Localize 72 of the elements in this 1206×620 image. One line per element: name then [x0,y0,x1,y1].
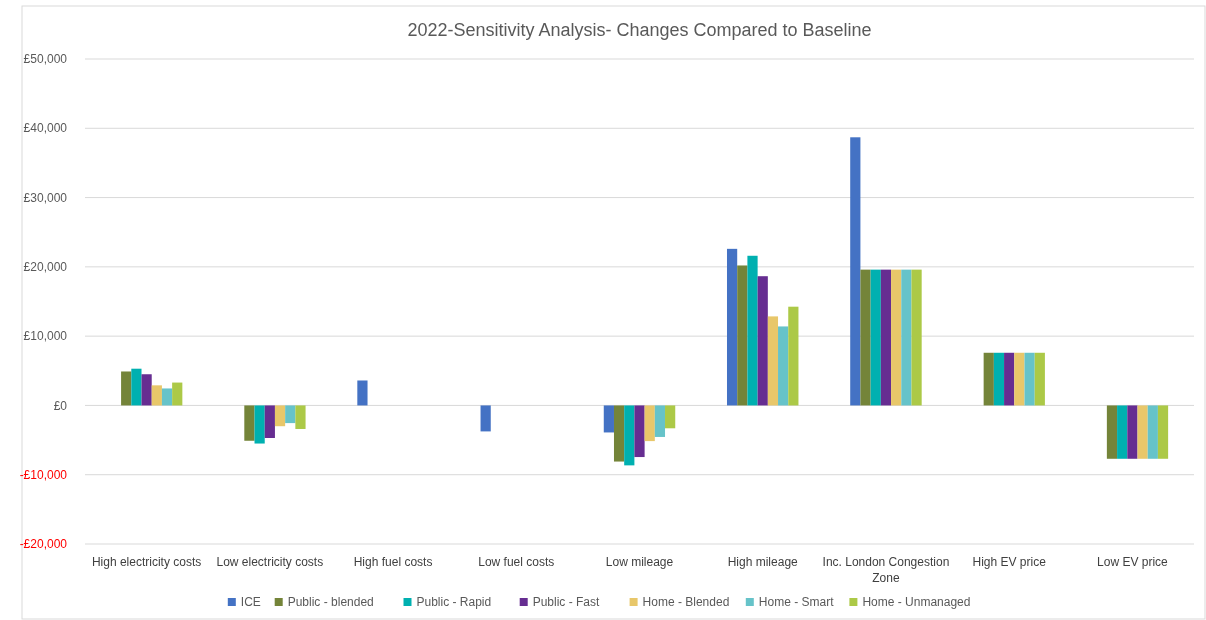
bar [644,405,655,442]
bar [121,371,132,406]
x-tick-label: High mileage [727,555,799,569]
bar [264,405,275,438]
bar [1034,352,1045,406]
bar [1147,405,1158,459]
bar [788,306,799,406]
bar [480,405,491,432]
bar [747,255,758,406]
bar [870,269,881,406]
y-tick-label: -£20,000 [19,537,68,552]
y-tick-label: £10,000 [23,329,68,344]
bar [891,269,902,406]
legend-label: Home - Smart [758,595,835,609]
bar [172,382,183,406]
legend-label: Home - Blended [642,595,730,609]
bar [357,380,368,406]
bar [1137,405,1148,459]
x-tick-label: Inc. London Congestion Zone [822,555,950,585]
bar [860,269,871,406]
bar [1127,405,1138,459]
bar [911,269,922,406]
y-tick-label: -£10,000 [19,467,68,482]
bar [1117,405,1128,459]
bar [285,405,296,424]
bar [151,385,162,406]
bar [254,405,265,444]
bar [1024,352,1035,406]
bar [993,352,1005,406]
bar [665,405,676,429]
x-tick-label: Low electricity costs [216,555,324,569]
x-tick-label: High EV price [972,555,1047,569]
legend-label: Home - Unmanaged [862,595,971,609]
bar [1106,405,1118,459]
bar [726,248,738,406]
x-tick-label: High electricity costs [91,555,202,569]
x-tick-label: Low fuel costs [478,555,555,569]
x-tick-label: Low mileage [605,555,674,569]
bar [778,326,789,406]
bar [624,405,635,466]
bar [1004,352,1015,406]
legend-label: Public - Rapid [416,595,492,609]
bar [613,405,625,462]
bar [901,269,912,406]
y-tick-label: £30,000 [23,190,68,205]
y-tick-label: £0 [53,398,68,413]
bar [757,276,768,406]
x-tick-label: Low EV price [1097,555,1169,569]
chart-title: 2022-Sensitivity Analysis- Changes Compared to Baseline [407,20,872,40]
bar [983,352,994,406]
bar [850,137,861,406]
bar [880,269,892,406]
bar [161,388,173,406]
bar [141,374,152,406]
bar [634,405,645,458]
legend-label: ICE [240,595,261,609]
bar [274,405,286,427]
bar [767,316,779,406]
y-tick-label: £40,000 [23,121,68,136]
y-tick-label: £20,000 [23,260,68,275]
bar [737,265,748,406]
bar [654,405,666,437]
bar [244,405,255,441]
bar [295,405,306,429]
bar [603,405,614,433]
bar [131,368,142,406]
x-tick-label: High fuel costs [353,555,433,569]
y-tick-label: £50,000 [23,52,68,67]
legend-label: Public - blended [287,595,374,609]
legend-label: Public - Fast [532,595,601,609]
bar [1014,352,1025,406]
bar [1157,405,1169,459]
